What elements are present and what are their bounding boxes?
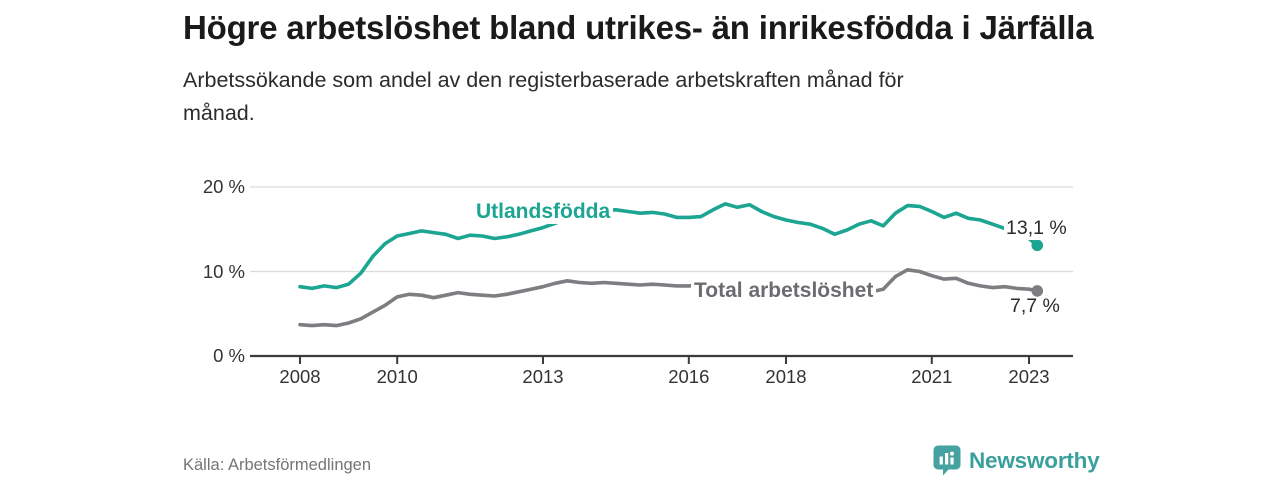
x-axis-tick-label: 2018 [765, 366, 807, 387]
brand-name: Newsworthy [969, 447, 1100, 473]
line-chart: 20 % 10 % 0 % 2008 2010 2013 2016 2018 2… [0, 170, 1280, 405]
x-axis-tick-label: 2008 [279, 366, 321, 387]
end-value-label-total: 7,7 % [1010, 295, 1060, 317]
series-label-utlandsfodda: Utlandsfödda [473, 200, 614, 224]
y-axis-tick-label: 20 % [202, 176, 245, 197]
x-axis-tick-label: 2010 [376, 366, 418, 387]
page-subtitle: Arbetssökande som andel av den registerb… [183, 68, 904, 125]
x-axis-tick-label: 2013 [522, 366, 564, 387]
page-title: Högre arbetslöshet bland utrikes- än inr… [183, 9, 1094, 46]
y-axis-tick-label: 10 % [202, 260, 245, 282]
x-axis-tick-label: 2016 [668, 366, 710, 387]
plot-area [250, 186, 1073, 364]
series-label-total-arbetsloshet: Total arbetslöshet [691, 279, 877, 303]
x-axis-tick-label: 2021 [911, 366, 953, 387]
end-value-label-utlandsfodda: 13,1 % [1004, 217, 1069, 240]
y-axis-tick-label: 0 % [213, 345, 245, 366]
newsworthy-logo: Newsworthy [933, 445, 1100, 476]
newsworthy-bubble-icon [933, 445, 961, 476]
x-axis-tick-label: 2023 [1008, 366, 1050, 387]
source-note: Källa: Arbetsförmedlingen [183, 456, 372, 474]
chart-header: Högre arbetslöshet bland utrikes- än inr… [183, 6, 1133, 130]
